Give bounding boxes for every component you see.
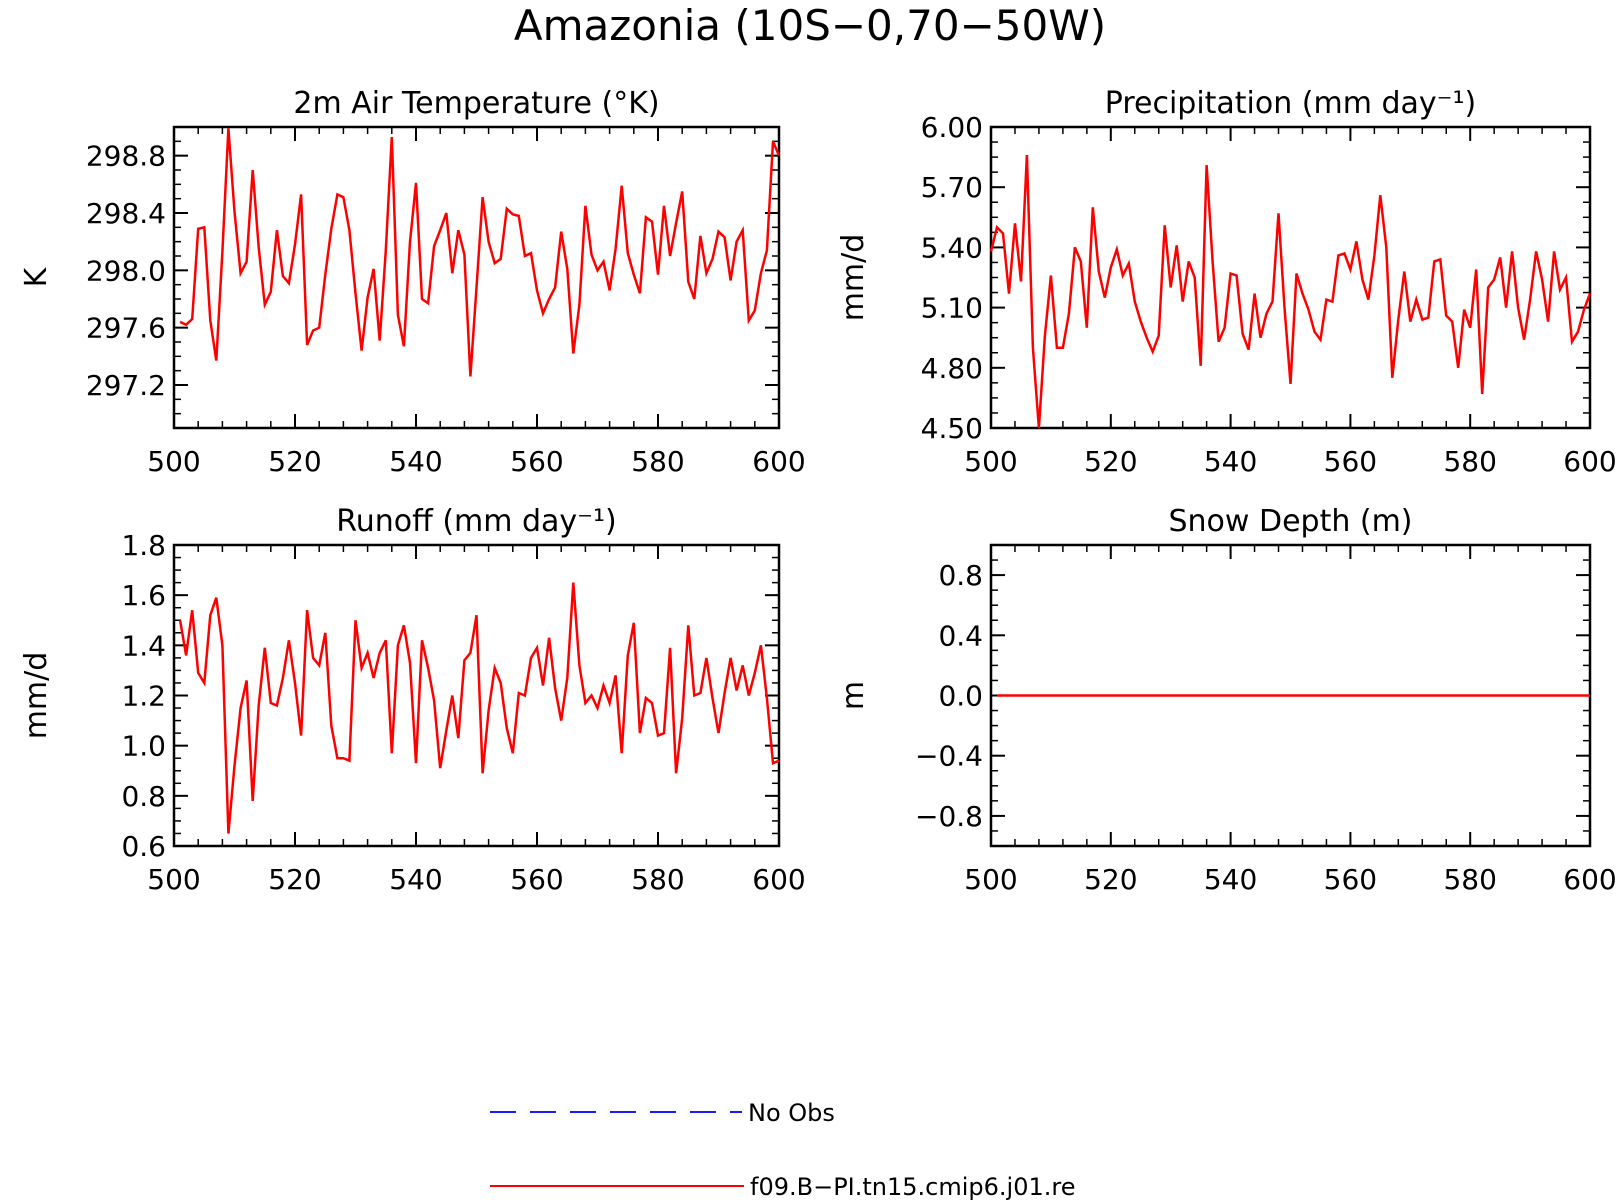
x-tick-label: 520: [268, 863, 321, 896]
y-tick-label: 298.4: [86, 197, 166, 230]
x-tick-label: 600: [752, 863, 805, 896]
chart-air-temperature: 500 520 540 560 580 600 297.2 297.6 298.0 298.4 29…: [19, 86, 806, 478]
y-axis-label: mm/d: [836, 234, 871, 322]
chart-title: Runoff (mm day⁻¹): [336, 504, 617, 539]
x-tick-label: 520: [268, 445, 321, 478]
legend-model-label: f09.B−PI.tn15.cmip6.j01.re: [750, 1173, 1075, 1201]
x-tick-label: 600: [752, 445, 805, 478]
chart-precipitation: 500 520 540 560 580 600 4.50 4.80 5.10 5.40 5.70 6.…: [836, 86, 1617, 478]
y-tick-label: 0.6: [121, 830, 166, 863]
x-tick-label: 520: [1084, 445, 1137, 478]
y-tick-label: 1.6: [121, 579, 166, 612]
x-tick-label: 560: [510, 445, 563, 478]
x-tick-label: 520: [1084, 863, 1137, 896]
y-tick-label: 298.8: [86, 140, 166, 173]
x-tick-label: 540: [389, 445, 442, 478]
x-tick-label: 580: [1443, 863, 1496, 896]
legend: No Obs f09.B−PI.tn15.cmip6.j01.re: [490, 1099, 1075, 1201]
chart-title: 2m Air Temperature (°K): [293, 86, 659, 121]
x-tick-label: 540: [1204, 863, 1257, 896]
series-line: [179, 128, 781, 377]
y-tick-label: 1.0: [121, 730, 166, 763]
x-tick-label: 600: [1563, 445, 1616, 478]
x-tick-label: 500: [964, 445, 1017, 478]
figure-title: Amazonia (10S−0,70−50W): [514, 1, 1106, 50]
y-tick-label: −0.8: [915, 800, 983, 833]
x-tick-label: 540: [389, 863, 442, 896]
chart-snow-depth: 500 520 540 560 580 600 −0.8 −0.4 0.0 0.4 0.8 Snow …: [836, 504, 1617, 896]
y-tick-label: 1.2: [121, 680, 166, 713]
x-tick-label: 540: [1204, 445, 1257, 478]
x-tick-label: 560: [510, 863, 563, 896]
y-tick-label: 4.80: [921, 352, 983, 385]
series-line: [178, 582, 780, 834]
panels: 500 520 540 560 580 600 297.2 297.6 298.0 298.4 29…: [19, 86, 1617, 896]
series-line: [989, 155, 1592, 429]
y-tick-label: 298.0: [86, 254, 166, 287]
chart-runoff: 500 520 540 560 580 600 0.6 0.8 1.0 1.2 1.4 1.6 1.8 R…: [19, 504, 806, 896]
y-tick-label: 4.50: [921, 412, 983, 445]
x-tick-label: 560: [1324, 445, 1377, 478]
y-axis-label: m: [836, 681, 871, 710]
y-axis-label: K: [19, 266, 54, 287]
y-tick-label: 0.8: [121, 780, 166, 813]
x-tick-label: 500: [147, 445, 200, 478]
y-tick-label: 1.4: [121, 629, 166, 662]
x-tick-label: 600: [1563, 863, 1616, 896]
plot-frame: [172, 543, 781, 848]
y-tick-label: 0.0: [938, 680, 983, 713]
chart-title: Snow Depth (m): [1168, 504, 1412, 539]
y-tick-label: 5.70: [921, 171, 983, 204]
y-tick-label: 5.40: [921, 231, 983, 264]
x-tick-label: 580: [1443, 445, 1496, 478]
y-tick-label: 297.6: [86, 312, 166, 345]
x-tick-label: 500: [147, 863, 200, 896]
legend-no-obs-label: No Obs: [748, 1099, 835, 1127]
y-tick-label: 0.4: [938, 619, 983, 652]
x-tick-label: 580: [631, 445, 684, 478]
y-tick-label: 6.00: [921, 111, 983, 144]
x-tick-label: 500: [964, 863, 1017, 896]
chart-title: Precipitation (mm day⁻¹): [1105, 86, 1476, 121]
x-tick-label: 560: [1324, 863, 1377, 896]
y-tick-label: 297.2: [86, 369, 166, 402]
y-tick-label: 0.8: [938, 559, 983, 592]
y-tick-label: 1.8: [121, 529, 166, 562]
y-tick-label: 5.10: [921, 292, 983, 325]
y-tick-label: −0.4: [915, 740, 983, 773]
plot-frame: [172, 125, 781, 430]
y-axis-label: mm/d: [19, 652, 54, 740]
x-tick-label: 580: [631, 863, 684, 896]
